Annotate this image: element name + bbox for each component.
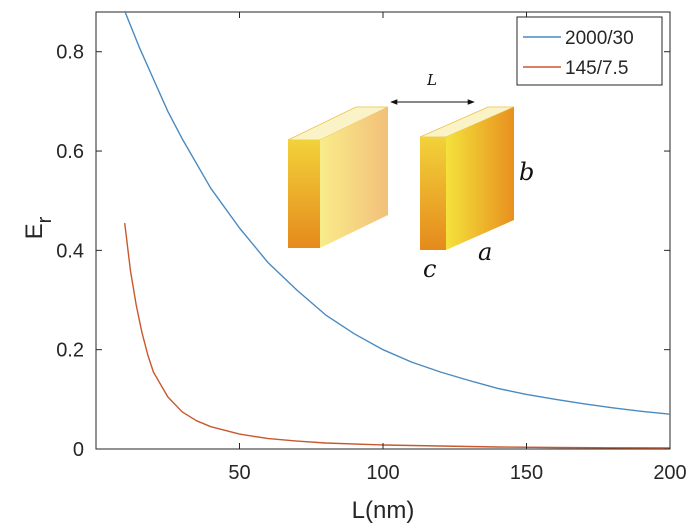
x-axis-ticks: 50 100 150 200 bbox=[228, 12, 687, 484]
y-tick-label: 0.4 bbox=[56, 240, 84, 262]
x-tick-label: 150 bbox=[510, 462, 543, 484]
y-axis-label: Er bbox=[21, 216, 56, 239]
left-plate-front-face bbox=[288, 140, 320, 248]
y-tick-label: 0 bbox=[73, 439, 84, 461]
series-line-1 bbox=[124, 10, 671, 415]
x-tick-label: 50 bbox=[228, 462, 250, 484]
x-tick-label: 100 bbox=[366, 462, 399, 484]
series-line-2 bbox=[124, 223, 671, 449]
y-tick-label: 0.2 bbox=[56, 340, 84, 362]
y-tick-label: 0.8 bbox=[56, 42, 84, 64]
right-plate bbox=[419, 106, 515, 250]
inset-plates-illustration: L b a c bbox=[287, 71, 534, 283]
distance-label: L bbox=[426, 71, 437, 89]
legend: 2000/30 145/7.5 bbox=[516, 16, 663, 86]
left-plate bbox=[287, 106, 389, 248]
width-label-a: a bbox=[478, 238, 492, 266]
y-axis-ticks: 0 0.2 0.4 0.6 0.8 bbox=[56, 42, 670, 461]
y-axis-label-subscript: r bbox=[34, 216, 56, 223]
y-axis-label-main: E bbox=[21, 223, 48, 239]
x-axis-label: L(nm) bbox=[352, 497, 415, 524]
legend-label-series-1: 2000/30 bbox=[565, 28, 634, 49]
left-plate-side-face bbox=[320, 107, 388, 248]
right-plate-side-face bbox=[446, 107, 514, 250]
x-tick-label: 200 bbox=[653, 462, 686, 484]
height-label-b: b bbox=[519, 158, 534, 186]
legend-label-series-2: 145/7.5 bbox=[565, 58, 628, 79]
y-tick-label: 0.6 bbox=[56, 141, 84, 163]
svg-text:Er: Er bbox=[21, 216, 56, 239]
thickness-label-c: c bbox=[423, 255, 436, 283]
right-plate-front-face bbox=[420, 137, 446, 250]
legend-box bbox=[516, 16, 663, 86]
series-layer bbox=[124, 10, 671, 449]
